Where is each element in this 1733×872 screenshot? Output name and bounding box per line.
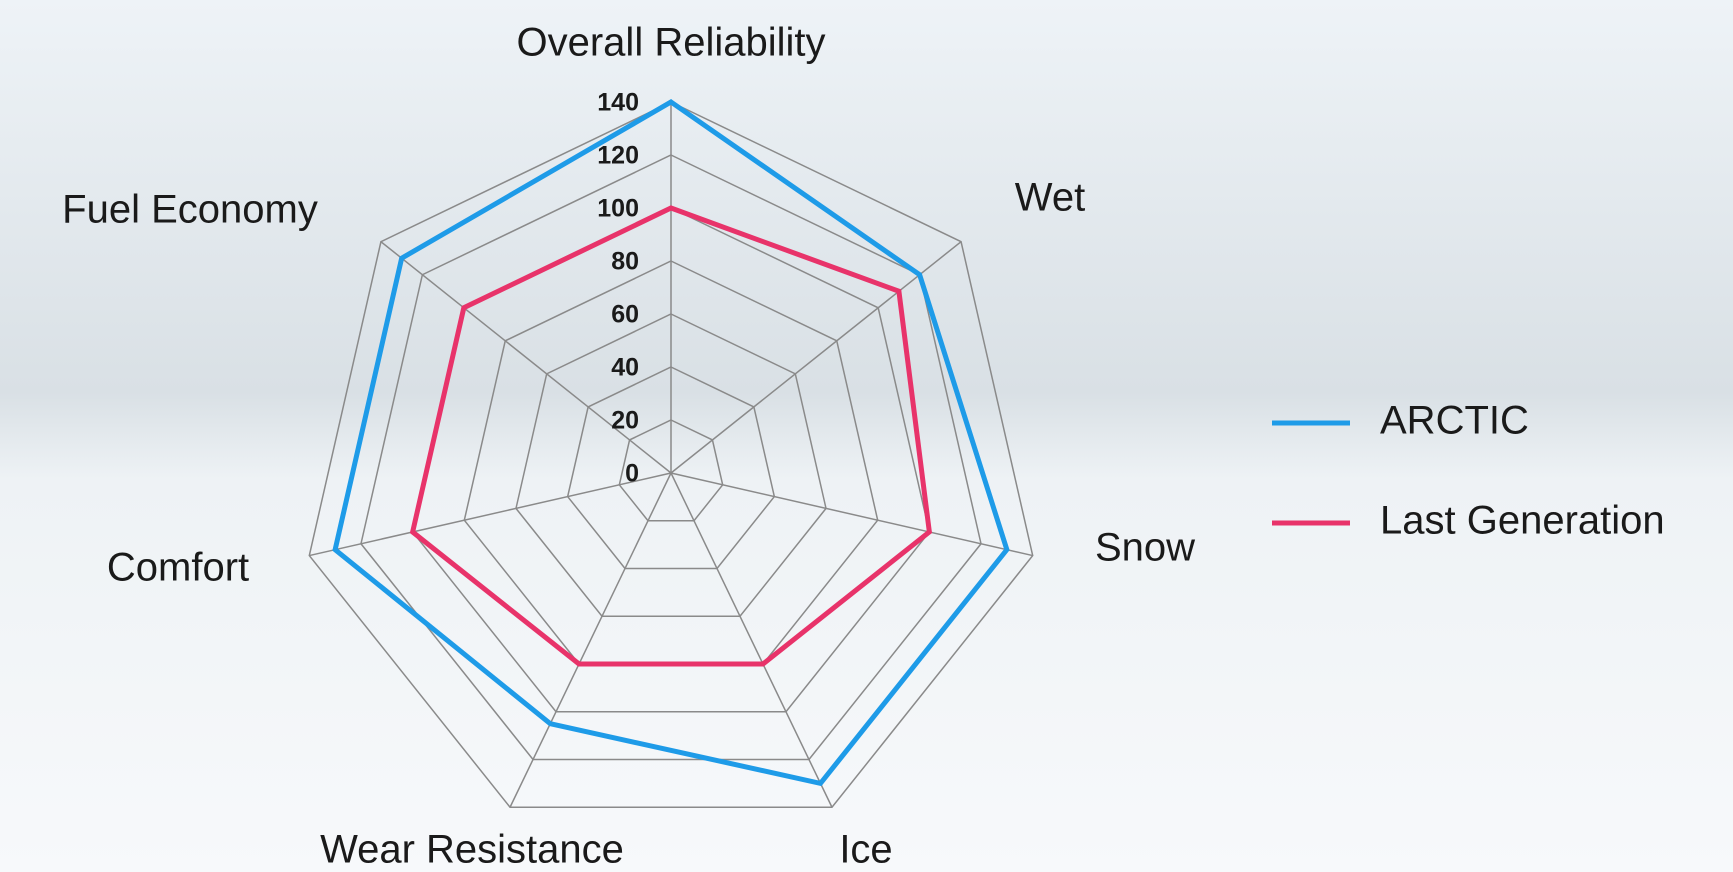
r-tick-label: 0 [625, 460, 639, 488]
r-tick-label: 100 [597, 195, 639, 223]
category-label: Fuel Economy [62, 188, 318, 232]
r-tick-label: 20 [611, 407, 639, 435]
legend-label: Last Generation [1380, 499, 1665, 543]
r-tick-label: 40 [611, 354, 639, 382]
r-tick-label: 60 [611, 301, 639, 329]
category-label: Wet [1015, 176, 1085, 220]
page: {"chart_data": {"type": "radar", "catego… [0, 0, 1733, 872]
category-label: Overall Reliability [517, 21, 826, 65]
r-tick-label: 120 [597, 142, 639, 170]
r-tick-label: 80 [611, 248, 639, 276]
category-label: Ice [839, 828, 892, 872]
legend-label: ARCTIC [1380, 399, 1529, 443]
category-label: Comfort [107, 546, 249, 590]
category-label: Wear Resistance [320, 828, 624, 872]
category-label: Snow [1095, 526, 1195, 570]
chart: 0 20 40 60 80 100 120 140 Overall Reliability Wet… [0, 0, 1733, 872]
r-tick-label: 140 [597, 89, 639, 117]
